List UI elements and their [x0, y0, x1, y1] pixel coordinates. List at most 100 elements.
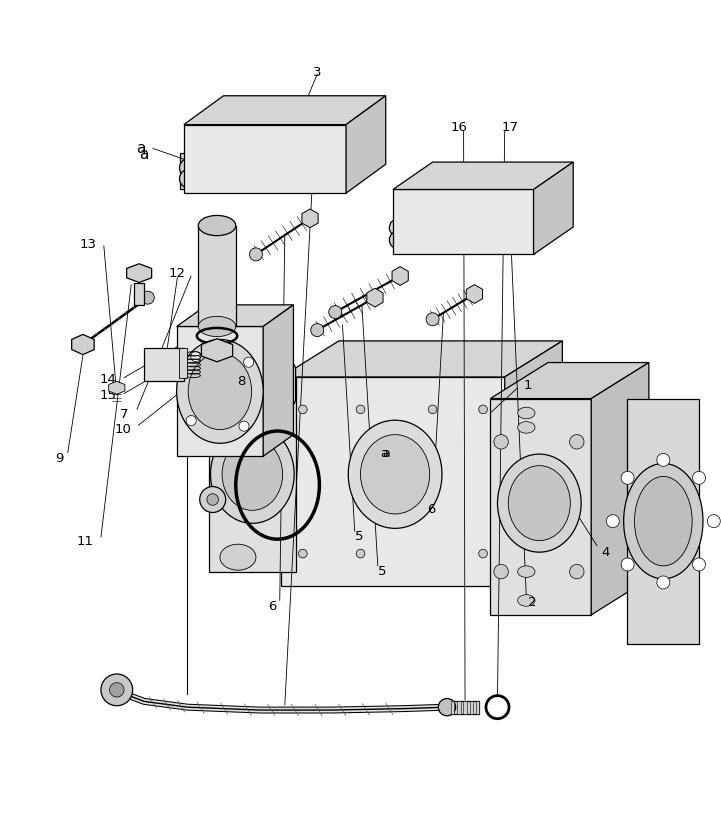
Circle shape [421, 237, 430, 245]
Polygon shape [127, 265, 151, 283]
Ellipse shape [222, 438, 283, 511]
Circle shape [504, 237, 513, 245]
Polygon shape [445, 700, 479, 714]
Polygon shape [184, 97, 386, 126]
Circle shape [409, 222, 420, 234]
Polygon shape [451, 700, 454, 714]
Text: 6: 6 [268, 600, 277, 612]
Circle shape [513, 222, 525, 234]
Circle shape [185, 165, 193, 173]
Circle shape [389, 232, 407, 249]
Ellipse shape [220, 544, 256, 571]
Circle shape [479, 405, 487, 414]
Text: 5: 5 [355, 529, 363, 543]
Text: 16: 16 [450, 121, 467, 133]
Ellipse shape [508, 466, 570, 541]
Polygon shape [466, 285, 482, 304]
Polygon shape [627, 399, 699, 644]
Circle shape [479, 550, 487, 558]
Ellipse shape [208, 345, 226, 356]
Circle shape [428, 405, 437, 414]
Circle shape [207, 422, 218, 433]
Text: 10: 10 [114, 423, 131, 436]
Text: a: a [381, 447, 388, 460]
Circle shape [200, 487, 226, 513]
Circle shape [494, 565, 508, 579]
Polygon shape [263, 305, 293, 457]
Circle shape [426, 313, 439, 327]
Circle shape [389, 220, 407, 237]
Polygon shape [109, 382, 125, 394]
Ellipse shape [198, 317, 236, 337]
Circle shape [515, 237, 523, 245]
Text: 5: 5 [378, 564, 386, 577]
Circle shape [191, 352, 201, 362]
Polygon shape [476, 700, 479, 714]
Circle shape [180, 170, 198, 189]
Circle shape [410, 237, 419, 245]
Circle shape [101, 674, 133, 706]
Ellipse shape [456, 209, 496, 241]
Circle shape [570, 565, 584, 579]
Ellipse shape [634, 477, 692, 566]
Polygon shape [144, 349, 184, 381]
Circle shape [420, 222, 431, 234]
Circle shape [356, 405, 365, 414]
Ellipse shape [211, 426, 294, 523]
Text: 8: 8 [237, 375, 246, 388]
Polygon shape [505, 342, 562, 586]
Text: 7: 7 [120, 407, 128, 420]
Text: a: a [136, 141, 146, 156]
Polygon shape [177, 305, 293, 327]
Circle shape [622, 558, 634, 571]
Polygon shape [393, 190, 534, 255]
Ellipse shape [447, 202, 505, 248]
Polygon shape [457, 700, 461, 714]
Circle shape [298, 405, 307, 414]
Polygon shape [490, 399, 591, 615]
Circle shape [298, 550, 307, 558]
Polygon shape [490, 363, 649, 399]
Circle shape [309, 162, 319, 172]
Polygon shape [464, 700, 467, 714]
Ellipse shape [518, 566, 535, 578]
Polygon shape [367, 289, 383, 308]
Text: 11: 11 [76, 534, 94, 547]
Circle shape [157, 358, 171, 371]
Ellipse shape [518, 595, 535, 606]
Polygon shape [209, 377, 296, 572]
Text: 3: 3 [313, 65, 322, 79]
Polygon shape [201, 339, 233, 362]
Polygon shape [177, 327, 263, 457]
Circle shape [244, 358, 254, 368]
Circle shape [707, 515, 720, 528]
Polygon shape [469, 700, 473, 714]
Ellipse shape [360, 435, 430, 514]
Polygon shape [281, 342, 562, 377]
Polygon shape [591, 363, 649, 615]
Text: 12: 12 [169, 266, 186, 280]
Ellipse shape [624, 464, 703, 579]
Ellipse shape [497, 455, 581, 552]
Circle shape [657, 576, 670, 589]
Ellipse shape [518, 408, 535, 419]
Circle shape [200, 415, 226, 441]
Text: 1: 1 [523, 378, 532, 391]
Text: a: a [382, 447, 389, 460]
Text: 13: 13 [79, 238, 97, 251]
Circle shape [207, 495, 218, 505]
Circle shape [265, 162, 275, 172]
Ellipse shape [518, 422, 535, 433]
Polygon shape [392, 267, 408, 286]
Circle shape [238, 154, 252, 168]
Polygon shape [71, 335, 94, 355]
Circle shape [110, 683, 124, 697]
Text: 6: 6 [427, 503, 435, 516]
Circle shape [570, 435, 584, 450]
Polygon shape [179, 349, 187, 379]
Circle shape [657, 454, 670, 466]
Circle shape [622, 471, 634, 485]
Circle shape [180, 160, 198, 178]
Text: 2: 2 [528, 595, 536, 609]
Circle shape [185, 175, 193, 184]
